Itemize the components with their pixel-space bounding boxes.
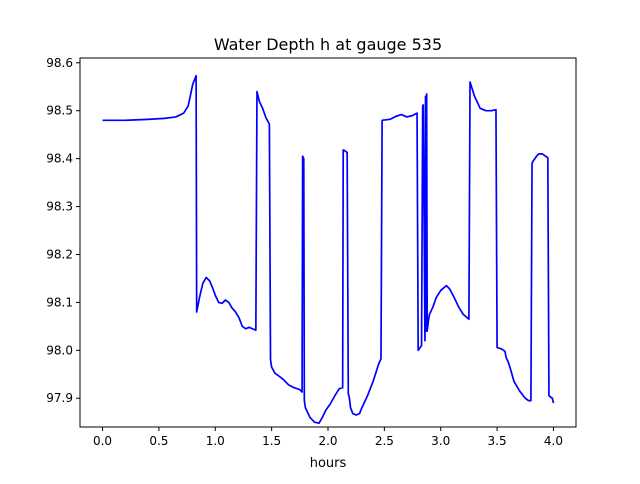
y-tick-label: 98.0: [46, 343, 73, 357]
x-tick-label: 4.0: [544, 434, 563, 448]
axes-frame: [79, 57, 577, 428]
chart-title: Water Depth h at gauge 535: [214, 35, 442, 54]
x-tick-label: 2.5: [375, 434, 394, 448]
x-axis-label: hours: [310, 456, 347, 471]
x-tick-label: 0.0: [93, 434, 112, 448]
x-tick-label: 3.0: [431, 434, 450, 448]
y-tick-label: 98.2: [46, 247, 73, 261]
x-tick-label: 1.0: [206, 434, 225, 448]
series-layer: [102, 74, 555, 425]
x-tick-label: 3.5: [488, 434, 507, 448]
y-tick-label: 97.9: [46, 391, 73, 405]
y-tick-label: 98.3: [46, 200, 73, 214]
x-tick-label: 2.0: [318, 434, 337, 448]
x-tick-label: 0.5: [149, 434, 168, 448]
y-tick-label: 98.5: [46, 104, 73, 118]
tick-layer: 0.0 0.5 1.0 1.5 2.0 2.5 3.0 3.5 4.0 97.9 98.0 98.1 9…: [46, 56, 563, 448]
series-line: [102, 74, 555, 425]
y-tick-label: 98.6: [46, 56, 73, 70]
y-tick-label: 98.1: [46, 295, 73, 309]
x-tick-label: 1.5: [262, 434, 281, 448]
y-tick-label: 98.4: [46, 152, 73, 166]
